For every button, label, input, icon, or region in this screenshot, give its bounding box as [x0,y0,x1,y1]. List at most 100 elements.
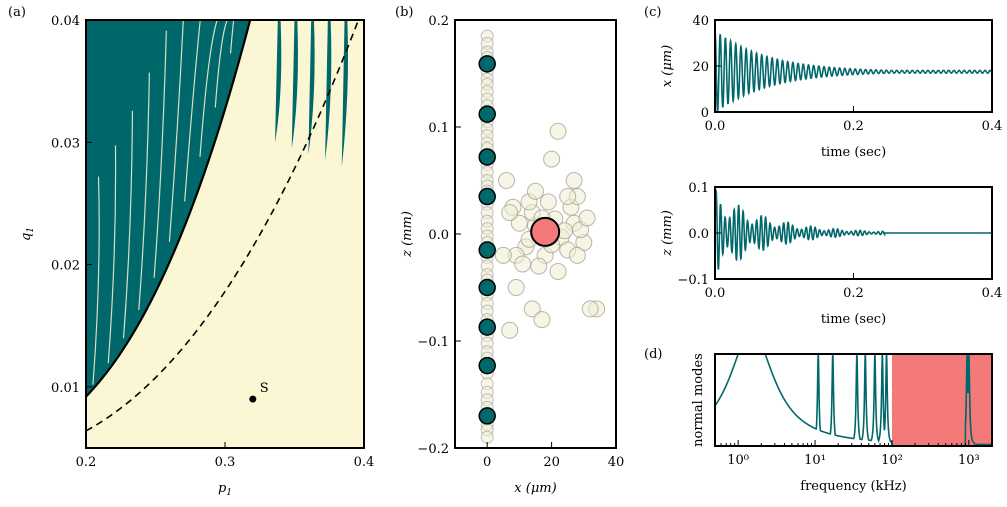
point-s-marker [249,395,257,403]
resonance-line [229,20,252,54]
x-trajectory-frame [714,19,993,113]
cloud-ion [494,246,512,264]
stability-diagram-panel: S 0.2 0.3 0.4 0.01 0.02 0.03 0.04 p1 q1 [19,14,374,498]
point-s-label: S [260,381,269,396]
y-axis-label: z (mm) [400,211,415,258]
x-tick-label: 10³ [958,453,980,468]
y-tick-label: 20 [692,60,709,75]
cloud-ion [581,300,599,318]
resonance-line [92,176,100,385]
chain-ion [478,318,496,336]
unstable-tongue [325,20,332,161]
panel-label-d: (d) [644,347,662,362]
resonance-line [153,30,167,278]
cloud-ion [514,255,532,273]
x-trajectory-panel: 0.0 0.2 0.4 0 20 40 time (sec) x (μm) [660,14,1002,160]
x-tick-label: 20 [543,455,560,470]
chain-ion [478,148,496,166]
x-tick-label: 0.0 [705,286,726,301]
x-trajectory-trace [715,30,992,112]
unstable-tongue [308,20,315,155]
y-tick-label: 0.02 [51,259,80,274]
plot-area [86,20,364,448]
cloud-ion [565,172,583,189]
cloud-ion [507,279,525,296]
panel-label-a: (a) [8,5,26,20]
cloud-ion [501,204,519,222]
x-tick-label: 10² [881,453,903,468]
plot-area [715,188,992,270]
x-axis-label: x (μm) [514,481,556,496]
chain-ion [478,187,496,206]
cloud-ion [530,257,548,275]
chain-ion [478,356,496,375]
normal-modes-panel: 10⁰ 10¹ 10² 10³ frequency (kHz) normal modes [691,353,993,494]
resonance-line [318,20,319,21]
x-tick-label: 0.2 [843,119,864,134]
x-tick-label: 40 [608,455,625,470]
y-tick-label: 0.0 [428,228,449,243]
cloud-ion [549,262,567,280]
x-tick-label: 0 [483,455,491,470]
x-tick-label: 0.2 [843,286,864,301]
plot-area [715,354,992,446]
cloud-ion [501,321,519,339]
faded-chain-ion [480,430,494,444]
y-axis-label: normal modes [691,353,706,447]
chain-ion [478,55,496,73]
resonance-line [107,145,117,364]
plot-area [715,30,992,112]
z-trajectory-trace [715,188,992,270]
normal-modes-trace [715,354,992,446]
unstable-tongue [341,20,349,167]
y-axis-label: x (μm) [660,45,675,87]
cloud-ion [539,193,557,211]
chain-ion [478,105,496,123]
y-tick-label: 0.2 [428,14,449,29]
axes-frame-d [714,353,993,447]
cloud-ion [559,188,577,206]
plot-area [478,29,606,444]
x-axis-label: frequency (kHz) [800,479,906,494]
unstable-tongue [291,20,298,149]
y-tick-label: 40 [692,14,709,29]
cloud-ion [527,182,544,200]
x-axis-label: time (sec) [821,145,886,160]
cloud-ion [568,246,586,264]
resonance-line [199,20,218,157]
large-ion [530,216,561,247]
y-tick-label: −0.1 [677,273,709,288]
cloud-ion [543,150,561,168]
unstable-region [86,20,345,397]
x-tick-label: 0.3 [215,455,236,470]
resonance-line [184,20,201,202]
y-tick-label: −0.2 [417,442,449,457]
y-tick-label: −0.1 [417,335,449,350]
x-tick-label: 10⁰ [727,453,749,468]
x-axis-label: p1 [218,481,232,498]
cloud-ion [549,122,567,140]
shaded-region [891,354,992,446]
y-tick-label: 0.01 [51,381,80,396]
cloud-ion [578,209,596,227]
cloud-ion [523,300,541,318]
resonance-line [138,72,150,310]
cloud-ion [498,172,516,189]
y-tick-label: 0.1 [688,181,709,196]
cloud-ion [510,214,528,232]
chain-ion [478,241,496,259]
unstable-tongue [275,20,282,143]
resonance-line [267,20,269,21]
dashed-curve [86,20,360,432]
resonance-line [214,20,235,108]
y-tick-label: 0.1 [428,121,449,136]
stability-boundary-line [86,20,252,398]
y-tick-label: 0.03 [51,136,80,151]
resonance-line [301,20,303,21]
ion-positions-panel: 0 20 40 −0.2 −0.1 0.0 0.1 0.2 x (μm) z (mm) [400,14,624,496]
x-tick-label: 0.2 [76,455,97,470]
x-tick-label: 10¹ [804,453,826,468]
resonance-line [284,20,286,21]
chain-ion [478,407,496,425]
